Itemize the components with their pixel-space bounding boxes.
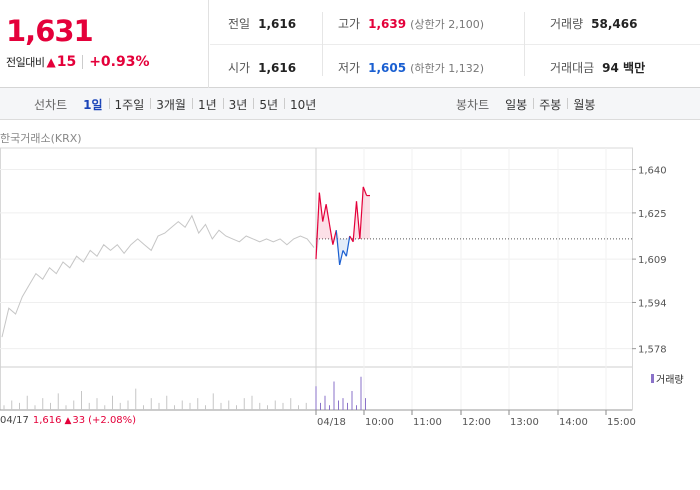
period-1d-tab[interactable]: 1일 [83,97,103,112]
amount-label: 거래대금 [550,61,595,75]
x-tick-label: 15:00 [607,417,636,428]
today-line-segment [349,235,354,243]
divider [82,55,84,69]
x-tick-label: 10:00 [365,417,394,428]
candle-monthly-tab[interactable]: 월봉 [567,96,601,113]
period-10y-tab[interactable]: 10년 [284,96,322,113]
prev-day-change: 33 [72,415,86,426]
volume-legend-label: 거래량 [656,375,684,386]
up-arrow-icon: ▲ [64,415,72,426]
prev-day-price: 1,616 [32,415,62,426]
period-3m-tab[interactable]: 3개월 [150,96,192,113]
open-value: 1,616 [258,61,297,75]
today-line-segment [318,192,324,222]
volume-legend: 거래량 [651,371,684,386]
change-rate: +0.93% [89,54,150,70]
y-tick-label: 1,609 [638,255,667,266]
low-label: 저가 [338,61,361,75]
x-tick-label: 04/18 [317,417,346,428]
divider [322,12,323,76]
today-line-segment [352,201,358,242]
prev-day-line [1,214,315,338]
candle-chart-periods: 봉차트 일봉 주봉 월봉 [456,88,601,120]
low-value: 1,605 [368,61,407,75]
x-tick-label: 14:00 [559,417,588,428]
stats-grid: 전일 1,616 고가 1,639 (상한가 2,100) 거래량 58,466… [210,0,700,88]
period-5y-tab[interactable]: 5년 [253,96,284,113]
data-source: 한국거래소(KRX) [0,132,82,145]
lower-limit: (하한가 1,132) [410,62,484,75]
today-line-segment [325,204,331,225]
divider [524,12,525,76]
divider [210,44,700,45]
volume-legend-swatch [651,374,654,383]
prev-day-rate: (+2.08%) [88,415,137,426]
current-price: 1,631 [6,14,94,48]
today-line-segment [339,250,344,266]
y-tick-label: 1,594 [638,298,667,309]
up-arrow-icon: ▲ [46,55,56,69]
y-tick-label: 1,640 [638,166,667,177]
change-label: 전일대비 [6,56,45,69]
volume-value: 58,466 [591,17,638,31]
y-tick-label: 1,578 [638,345,667,356]
high-stat: 고가 1,639 (상한가 2,100) [338,15,484,32]
open-stat: 시가 1,616 [228,59,296,76]
chart-toolbar: 선차트 1일 1주일 3개월 1년 3년 5년 10년 봉차트 일봉 주봉 월봉 [0,88,700,120]
today-line-segment [315,192,320,260]
x-tick-label: 11:00 [413,417,442,428]
today-line-segment [342,250,347,257]
today-line-segment [345,235,351,257]
high-value: 1,639 [368,17,407,31]
prev-close-stat: 전일 1,616 [228,15,296,32]
candle-weekly-tab[interactable]: 주봉 [533,96,567,113]
volume-label: 거래량 [550,17,584,31]
high-label: 고가 [338,17,361,31]
today-line-segment [335,230,341,265]
upper-limit: (상한가 2,100) [410,18,484,31]
intraday-chart: 1,640 1,625 1,609 1,594 1,578 04/18 10:00 11:00… [0,120,700,490]
prev-day-summary: 04/17 1,616 ▲ 33 (+2.08%) [0,415,139,426]
amount-stat: 거래대금 94 백만 [550,59,645,76]
today-line-segment [332,230,337,245]
low-stat: 저가 1,605 (하한가 1,132) [338,59,484,76]
stock-summary: 1,631 전일대비 ▲ 15 +0.93% 전일 1,616 고가 1,639… [0,0,700,88]
x-tick-label: 12:00 [462,417,491,428]
candle-chart-title: 봉차트 [456,97,490,112]
today-line-segment [359,186,364,239]
today-down-area [316,238,370,265]
chart-canvas[interactable]: 1,640 1,625 1,609 1,594 1,578 04/18 10:00 11:00… [0,120,700,490]
amount-value: 94 백만 [602,61,646,75]
volume-stat: 거래량 58,466 [550,15,637,32]
line-chart-periods: 선차트 1일 1주일 3개월 1년 3년 5년 10년 [34,88,322,120]
change-value: 15 [56,54,77,70]
prev-day-date: 04/17 [0,415,29,426]
today-line-segment [355,201,361,239]
y-tick-label: 1,625 [638,209,667,220]
change-row: 전일대비 ▲ 15 +0.93% [6,54,150,70]
open-label: 시가 [228,61,251,75]
today-line-segment [328,224,334,245]
period-3y-tab[interactable]: 3년 [222,96,254,113]
line-chart-title: 선차트 [34,97,68,112]
today-line-segment [322,204,327,222]
period-1y-tab[interactable]: 1년 [191,96,223,113]
prev-close-label: 전일 [228,17,251,31]
prev-close-value: 1,616 [258,17,297,31]
x-tick-label: 13:00 [510,417,539,428]
price-box: 1,631 전일대비 ▲ 15 +0.93% [0,0,209,88]
candle-daily-tab[interactable]: 일봉 [505,97,528,112]
period-1w-tab[interactable]: 1주일 [108,96,151,113]
today-line-segment [362,186,368,196]
